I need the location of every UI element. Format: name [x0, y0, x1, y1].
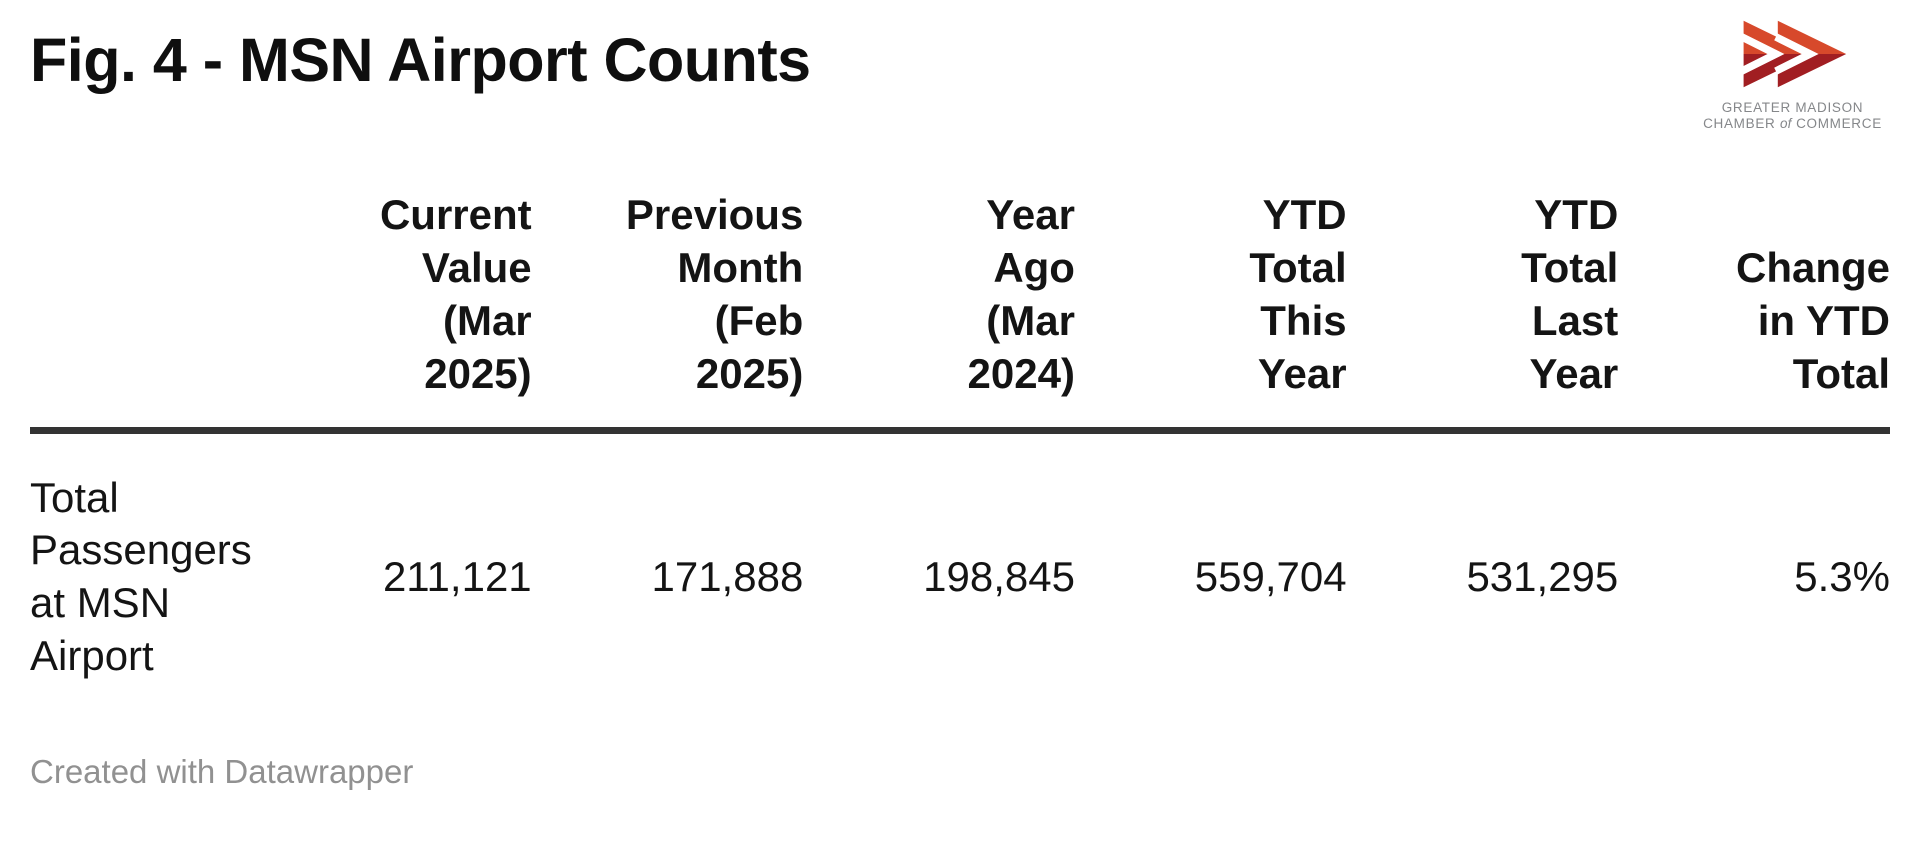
- chamber-logo: GREATER MADISON CHAMBER of COMMERCE: [1685, 12, 1900, 132]
- col-header-year-ago: Year Ago (Mar 2024): [803, 188, 1075, 434]
- page-title: Fig. 4 - MSN Airport Counts: [30, 26, 811, 94]
- airport-counts-table: Current Value (Mar 2025) Previous Month …: [30, 188, 1890, 683]
- col-header-ytd-this-year: YTD Total This Year: [1074, 188, 1347, 434]
- col-header-blank: [30, 188, 260, 434]
- logo-wordmark-line2: CHAMBER of COMMERCE: [1703, 116, 1882, 132]
- cell-year-ago: 198,845: [923, 552, 1075, 600]
- col-header-previous-month: Previous Month (Feb 2025): [531, 188, 804, 434]
- col-header-current-value: Current Value (Mar 2025): [260, 188, 532, 434]
- cell-ytd-this-year: 559,704: [1194, 552, 1347, 600]
- col-header-change-ytd: Change in YTD Total: [1618, 188, 1890, 434]
- cell-previous-month: 171,888: [651, 552, 804, 600]
- cell-change-ytd: 5.3%: [1794, 552, 1890, 600]
- col-header-ytd-last-year: YTD Total Last Year: [1346, 188, 1619, 434]
- row-label-total-passengers: Total Passengers at MSN Airport: [30, 473, 252, 680]
- logo-wordmark: GREATER MADISON CHAMBER of COMMERCE: [1685, 100, 1900, 132]
- table-row: Total Passengers at MSN Airport 211,121 …: [30, 430, 1890, 683]
- cell-current-value: 211,121: [382, 552, 532, 600]
- datawrapper-credit: Created with Datawrapper: [30, 753, 414, 791]
- double-arrow-logo-icon: [1739, 20, 1846, 88]
- table-header-row: Current Value (Mar 2025) Previous Month …: [30, 188, 1890, 434]
- cell-ytd-last-year: 531,295: [1466, 552, 1619, 600]
- logo-wordmark-line1: GREATER MADISON: [1721, 100, 1864, 115]
